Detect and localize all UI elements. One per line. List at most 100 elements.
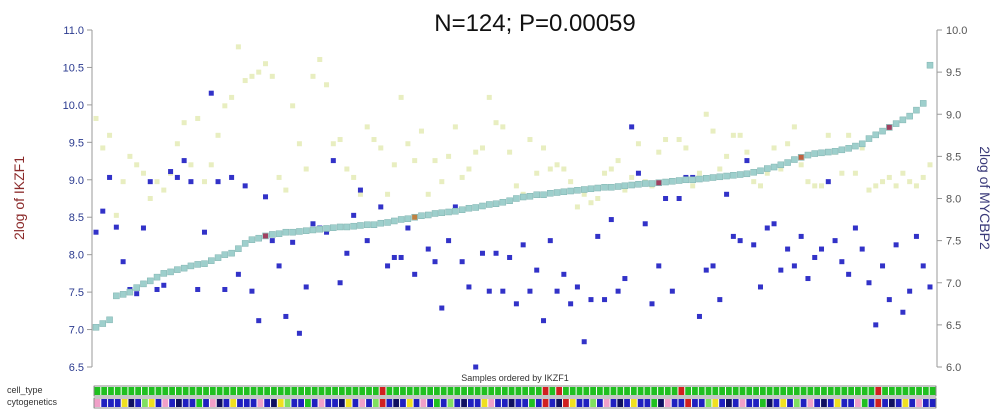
- point-ikzf1: [709, 174, 717, 181]
- point-series-3: [866, 187, 872, 193]
- point-mycbp2: [310, 221, 316, 227]
- highlight-point: [412, 214, 418, 220]
- track-cell: [875, 399, 882, 407]
- track-cell: [658, 387, 664, 395]
- point-mycbp2: [283, 313, 289, 319]
- point-mycbp2: [737, 238, 743, 244]
- track-cell: [338, 399, 345, 407]
- track-cell: [549, 387, 556, 395]
- point-ikzf1: [330, 224, 337, 231]
- point-mycbp2: [405, 225, 411, 231]
- track-cell: [372, 399, 379, 407]
- point-series-3: [839, 170, 845, 176]
- track-cell: [128, 387, 135, 395]
- track-cell: [223, 399, 230, 407]
- point-ikzf1: [648, 180, 656, 187]
- track-cell: [882, 387, 888, 395]
- track-cell: [759, 387, 766, 395]
- point-mycbp2: [357, 187, 363, 193]
- point-series-3: [493, 120, 499, 126]
- point-ikzf1: [804, 151, 812, 159]
- point-mycbp2: [452, 204, 458, 210]
- track-cell: [400, 399, 406, 407]
- point-mycbp2: [927, 284, 933, 290]
- track-label-cell-type: cell_type: [7, 385, 43, 395]
- track-cell: [800, 399, 807, 407]
- point-ikzf1: [241, 240, 249, 247]
- track-cell: [114, 399, 121, 407]
- point-ikzf1: [194, 261, 201, 268]
- point-mycbp2: [669, 288, 675, 294]
- track-cell: [746, 387, 753, 395]
- point-ikzf1: [641, 180, 649, 187]
- left-tick-label: 8.0: [69, 250, 84, 262]
- point-mycbp2: [161, 282, 167, 288]
- point-series-3: [127, 153, 133, 159]
- point-ikzf1: [309, 226, 317, 234]
- point-ikzf1: [160, 270, 168, 277]
- point-series-3: [927, 162, 933, 168]
- point-ikzf1: [831, 148, 839, 155]
- track-cell: [922, 387, 929, 395]
- point-mycbp2: [107, 174, 113, 180]
- track-cell: [461, 399, 467, 407]
- track-cell: [569, 399, 576, 407]
- track-cell: [216, 387, 223, 395]
- point-ikzf1: [492, 200, 500, 207]
- track-cell: [855, 387, 861, 395]
- point-ikzf1: [255, 234, 262, 242]
- point-mycbp2: [201, 229, 207, 235]
- point-series-3: [263, 61, 269, 67]
- point-series-3: [256, 69, 262, 75]
- track-cell: [576, 399, 583, 407]
- track-cell: [698, 387, 705, 395]
- track-cell: [814, 399, 821, 407]
- point-series-3: [181, 120, 187, 126]
- point-series-3: [140, 170, 146, 176]
- track-cell: [386, 387, 393, 395]
- point-ikzf1: [167, 268, 174, 276]
- point-series-3: [737, 132, 743, 138]
- track-cell: [142, 399, 148, 407]
- point-series-3: [351, 174, 357, 180]
- track-cell: [338, 387, 345, 395]
- track-cell: [664, 387, 671, 395]
- point-mycbp2: [520, 242, 526, 248]
- point-mycbp2: [724, 191, 730, 197]
- point-mycbp2: [710, 263, 716, 269]
- point-mycbp2: [93, 229, 99, 235]
- track-cell: [94, 387, 101, 395]
- track-cell: [515, 399, 522, 407]
- point-mycbp2: [703, 267, 709, 273]
- track-cell: [250, 399, 257, 407]
- point-series-3: [235, 44, 241, 50]
- point-series-3: [886, 174, 892, 180]
- point-series-3: [588, 200, 594, 206]
- point-mycbp2: [493, 250, 499, 256]
- track-cell: [542, 387, 549, 395]
- track-cell: [895, 399, 902, 407]
- point-mycbp2: [663, 196, 669, 201]
- point-ikzf1: [404, 215, 412, 222]
- point-series-3: [201, 179, 207, 185]
- track-cell: [556, 399, 563, 407]
- track-cell: [393, 399, 400, 407]
- track-cell: [678, 387, 685, 395]
- track-cell: [305, 387, 311, 395]
- point-ikzf1: [662, 178, 669, 186]
- point-series-3: [852, 170, 858, 176]
- point-ikzf1: [892, 120, 900, 127]
- point-ikzf1: [363, 221, 371, 228]
- point-mycbp2: [656, 263, 662, 269]
- point-mycbp2: [534, 267, 540, 273]
- track-cell: [603, 387, 610, 395]
- point-series-3: [656, 149, 662, 155]
- point-ikzf1: [770, 163, 778, 171]
- point-mycbp2: [229, 174, 235, 180]
- point-ikzf1: [553, 189, 561, 196]
- track-cell: [610, 387, 617, 395]
- point-series-3: [371, 137, 377, 143]
- track-cell: [678, 399, 685, 407]
- point-ikzf1: [336, 223, 344, 231]
- point-series-3: [785, 141, 791, 147]
